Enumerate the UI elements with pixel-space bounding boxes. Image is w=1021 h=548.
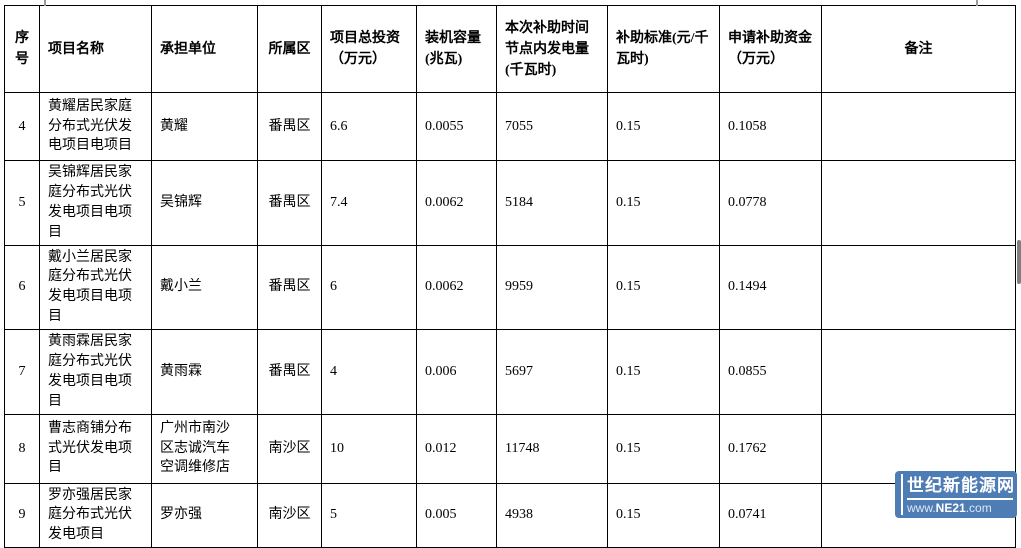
table-cell: 0.1494 [719, 244, 822, 330]
table-cell: 黄雨霖居民家庭分布式光伏发电项目电项目 [39, 329, 152, 415]
table-cell: 0.1762 [719, 413, 822, 484]
ne21-watermark: 世纪新能源网 www.NE21.com [895, 471, 1017, 518]
table-cell: 4 [4, 92, 40, 161]
table-cell: 番禺区 [257, 160, 322, 246]
table-cell: 7055 [496, 92, 608, 161]
col-header-index: 序号 [4, 5, 40, 93]
table-cell: 7.4 [321, 160, 417, 246]
table-cell: 4 [321, 329, 417, 415]
col-header-subsidy-standard: 补助标准(元/千瓦时) [607, 5, 720, 93]
table-cell: 0.15 [607, 160, 720, 246]
table-cell [821, 92, 1016, 161]
ruler-tick-left [44, 0, 46, 6]
table-cell: 5184 [496, 160, 608, 246]
table-cell: 0.15 [607, 413, 720, 484]
table-cell: 吴锦辉居民家庭分布式光伏发电项目电项目 [39, 160, 152, 246]
table-cell: 南沙区 [257, 413, 322, 484]
table-cell [821, 160, 1016, 246]
table-cell: 9 [4, 482, 40, 548]
table-cell: 罗亦强居民家庭分布式光伏发电项目 [39, 482, 152, 548]
col-header-installed-capacity: 装机容量(兆瓦) [416, 5, 497, 93]
table-cell: 黄耀居民家庭分布式光伏发电项目电项目 [39, 92, 152, 161]
table-cell: 番禺区 [257, 244, 322, 330]
col-header-district: 所属区 [257, 5, 322, 93]
table-cell: 0.012 [416, 413, 497, 484]
table-row: 5 吴锦辉居民家庭分布式光伏发电项目电项目 吴锦辉 番禺区 7.4 0.0062 5184 0… [4, 160, 1016, 246]
header-row: 序号 项目名称 承担单位 所属区 项目总投资（万元） 装机容量(兆瓦) 本次补助… [4, 5, 1016, 93]
table-cell: 6 [4, 244, 40, 330]
table-cell: 戴小兰 [151, 244, 258, 330]
table-cell: 4938 [496, 482, 608, 548]
col-header-project-name: 项目名称 [39, 5, 152, 93]
table-cell: 0.0778 [719, 160, 822, 246]
subsidy-table: 序号 项目名称 承担单位 所属区 项目总投资（万元） 装机容量(兆瓦) 本次补助… [4, 5, 1016, 548]
table-cell: 0.15 [607, 92, 720, 161]
table-body: 4 黄耀居民家庭分布式光伏发电项目电项目 黄耀 番禺区 6.6 0.0055 7055 0.1… [4, 92, 1016, 548]
table-cell: 10 [321, 413, 417, 484]
table-cell: 黄耀 [151, 92, 258, 161]
table-cell: 9959 [496, 244, 608, 330]
table-cell: 0.006 [416, 329, 497, 415]
table-row: 7 黄雨霖居民家庭分布式光伏发电项目电项目 黄雨霖 番禺区 4 0.006 5697 0.15… [4, 329, 1016, 415]
table-row: 6 戴小兰居民家庭分布式光伏发电项目电项目 戴小兰 番禺区 6 0.0062 9959 0.1… [4, 244, 1016, 330]
table-cell: 0.0855 [719, 329, 822, 415]
table-cell: 番禺区 [257, 92, 322, 161]
table-cell: 0.0741 [719, 482, 822, 548]
table-cell: 南沙区 [257, 482, 322, 548]
table-cell: 0.1058 [719, 92, 822, 161]
table-cell [821, 244, 1016, 330]
table-cell: 0.15 [607, 329, 720, 415]
table-cell: 8 [4, 413, 40, 484]
col-header-undertaking-unit: 承担单位 [151, 5, 258, 93]
table-cell: 0.0062 [416, 244, 497, 330]
table-cell: 广州市南沙区志诚汽车空调维修店 [151, 413, 258, 484]
watermark-inner: 世纪新能源网 www.NE21.com [901, 474, 1014, 515]
table-cell: 0.15 [607, 482, 720, 548]
col-header-subsidy-amount: 申请补助资金（万元） [719, 5, 822, 93]
table-cell: 曹志商铺分布式光伏发电项目 [39, 413, 152, 484]
table-cell: 5 [321, 482, 417, 548]
table-cell: 罗亦强 [151, 482, 258, 548]
table-cell: 6 [321, 244, 417, 330]
watermark-url: www.NE21.com [907, 501, 992, 515]
table-cell: 戴小兰居民家庭分布式光伏发电项目电项目 [39, 244, 152, 330]
table-row: 8 曹志商铺分布式光伏发电项目 广州市南沙区志诚汽车空调维修店 南沙区 10 0.012 1… [4, 413, 1016, 484]
table-cell: 5697 [496, 329, 608, 415]
watermark-site-name: 世纪新能源网 [907, 474, 1014, 500]
table-cell: 0.0055 [416, 92, 497, 161]
table-cell: 番禺区 [257, 329, 322, 415]
table-cell: 0.0062 [416, 160, 497, 246]
subsidy-table-container: 序号 项目名称 承担单位 所属区 项目总投资（万元） 装机容量(兆瓦) 本次补助… [4, 5, 1016, 548]
table-row: 4 黄耀居民家庭分布式光伏发电项目电项目 黄耀 番禺区 6.6 0.0055 7055 0.1… [4, 92, 1016, 161]
table-cell: 5 [4, 160, 40, 246]
table-cell: 7 [4, 329, 40, 415]
ruler-tick-right [976, 0, 978, 6]
table-cell: 黄雨霖 [151, 329, 258, 415]
table-cell [821, 329, 1016, 415]
col-header-generation: 本次补助时间节点内发电量(千瓦时) [496, 5, 608, 93]
table-cell: 11748 [496, 413, 608, 484]
table-cell: 吴锦辉 [151, 160, 258, 246]
scrollbar-thumb[interactable] [1017, 240, 1021, 284]
table-cell: 6.6 [321, 92, 417, 161]
col-header-total-investment: 项目总投资（万元） [321, 5, 417, 93]
table-row: 9 罗亦强居民家庭分布式光伏发电项目 罗亦强 南沙区 5 0.005 4938 0.15 0.0… [4, 482, 1016, 548]
table-cell: 0.15 [607, 244, 720, 330]
col-header-remarks: 备注 [821, 5, 1016, 93]
table-cell: 0.005 [416, 482, 497, 548]
